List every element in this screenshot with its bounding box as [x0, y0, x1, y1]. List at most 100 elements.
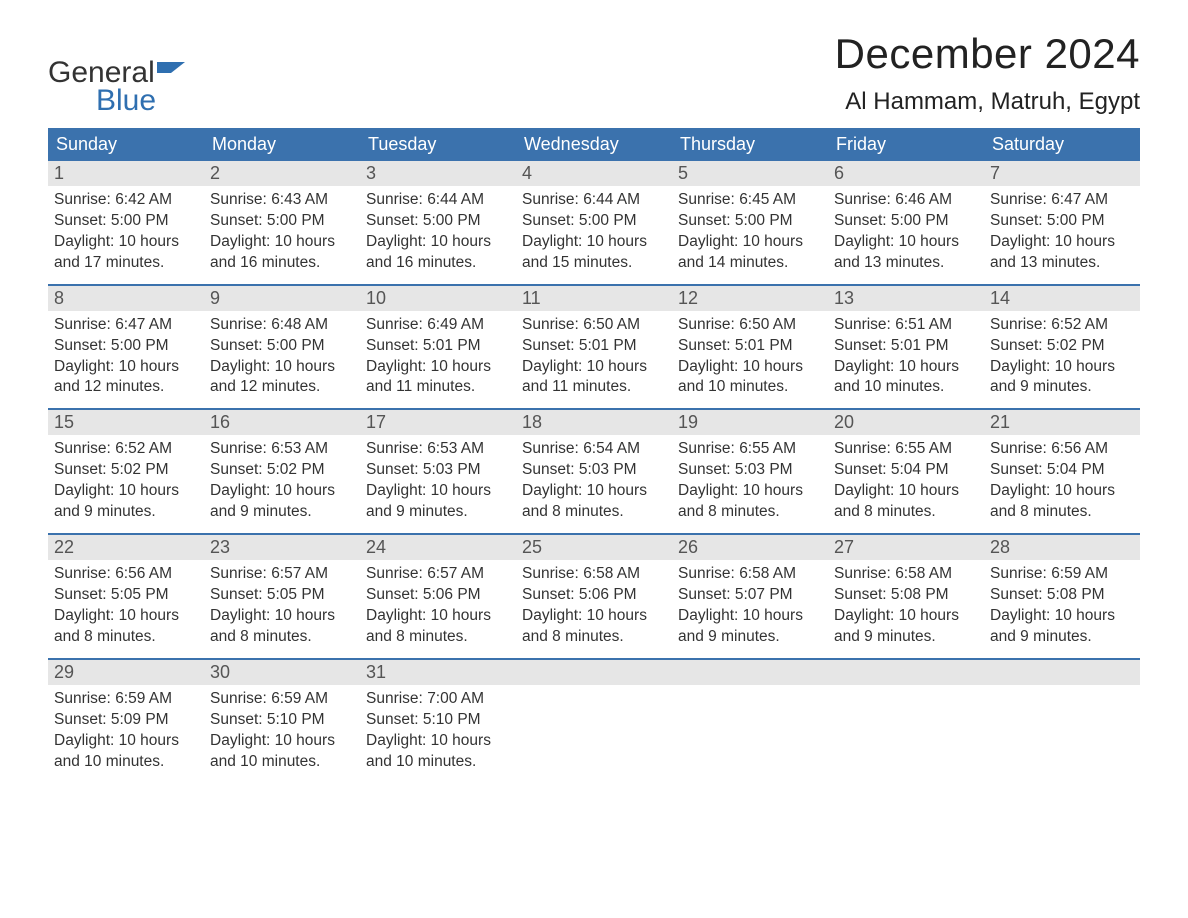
info-value: 5:09 PM — [111, 711, 169, 728]
day-info-line: Daylight: 10 hours and 15 minutes. — [522, 232, 666, 274]
day-info-line: Daylight: 10 hours and 12 minutes. — [54, 357, 198, 399]
day-number: 14 — [990, 288, 1010, 308]
day-info-line: Sunrise: 6:53 AM — [210, 439, 354, 460]
day-info-line: Daylight: 10 hours and 8 minutes. — [54, 606, 198, 648]
day-number-bar: 13 — [828, 286, 984, 311]
day-number: 5 — [678, 163, 688, 183]
info-label: Sunset: — [54, 212, 107, 229]
day-info-line: Sunrise: 6:51 AM — [834, 315, 978, 336]
day-number: 16 — [210, 412, 230, 432]
day-cell: 18Sunrise: 6:54 AMSunset: 5:03 PMDayligh… — [516, 410, 672, 533]
info-label: Sunset: — [678, 337, 731, 354]
info-label: Sunset: — [678, 586, 731, 603]
day-info-line: Sunrise: 6:58 AM — [522, 564, 666, 585]
day-info-line: Daylight: 10 hours and 12 minutes. — [210, 357, 354, 399]
day-number-bar: 30 — [204, 660, 360, 685]
day-info-line: Sunset: 5:09 PM — [54, 710, 198, 731]
day-info-line: Sunset: 5:03 PM — [678, 460, 822, 481]
day-info-line: Daylight: 10 hours and 13 minutes. — [990, 232, 1134, 274]
day-body: Sunrise: 6:57 AMSunset: 5:05 PMDaylight:… — [204, 560, 360, 648]
day-body: Sunrise: 6:58 AMSunset: 5:07 PMDaylight:… — [672, 560, 828, 648]
info-value: 6:59 AM — [1051, 565, 1108, 582]
info-label: Daylight: — [834, 358, 894, 375]
day-info-line: Sunset: 5:05 PM — [54, 585, 198, 606]
day-info-line: Sunset: 5:00 PM — [210, 336, 354, 357]
day-body: Sunrise: 6:44 AMSunset: 5:00 PMDaylight:… — [360, 186, 516, 274]
day-info-line: Sunset: 5:10 PM — [366, 710, 510, 731]
info-label: Sunrise: — [990, 191, 1047, 208]
day-info-line: Sunset: 5:00 PM — [366, 211, 510, 232]
day-info-line: Daylight: 10 hours and 11 minutes. — [366, 357, 510, 399]
info-label: Sunset: — [210, 461, 263, 478]
week-row: 22Sunrise: 6:56 AMSunset: 5:05 PMDayligh… — [48, 533, 1140, 658]
day-number: 11 — [522, 288, 541, 308]
day-cell: 23Sunrise: 6:57 AMSunset: 5:05 PMDayligh… — [204, 535, 360, 658]
day-cell: 21Sunrise: 6:56 AMSunset: 5:04 PMDayligh… — [984, 410, 1140, 533]
day-number-bar: 3 — [360, 161, 516, 186]
day-number: 8 — [54, 288, 64, 308]
day-body: Sunrise: 6:45 AMSunset: 5:00 PMDaylight:… — [672, 186, 828, 274]
day-number: 28 — [990, 537, 1010, 557]
day-body: Sunrise: 6:47 AMSunset: 5:00 PMDaylight:… — [984, 186, 1140, 274]
info-value: 5:01 PM — [735, 337, 793, 354]
day-info-line: Daylight: 10 hours and 9 minutes. — [678, 606, 822, 648]
info-label: Sunset: — [522, 586, 575, 603]
info-label: Daylight: — [366, 233, 426, 250]
weeks-container: 1Sunrise: 6:42 AMSunset: 5:00 PMDaylight… — [48, 161, 1140, 782]
info-label: Sunrise: — [210, 191, 267, 208]
day-info-line: Sunrise: 6:58 AM — [678, 564, 822, 585]
info-label: Daylight: — [210, 233, 270, 250]
empty-day-cell: . — [516, 660, 672, 783]
info-label: Sunrise: — [210, 440, 267, 457]
day-info-line: Sunset: 5:10 PM — [210, 710, 354, 731]
day-info-line: Sunset: 5:01 PM — [366, 336, 510, 357]
info-label: Sunset: — [366, 586, 419, 603]
day-cell: 27Sunrise: 6:58 AMSunset: 5:08 PMDayligh… — [828, 535, 984, 658]
day-body: Sunrise: 6:50 AMSunset: 5:01 PMDaylight:… — [516, 311, 672, 399]
day-number-bar: 10 — [360, 286, 516, 311]
info-label: Sunrise: — [834, 191, 891, 208]
info-label: Sunrise: — [990, 440, 1047, 457]
info-label: Daylight: — [990, 233, 1050, 250]
info-value: 6:43 AM — [271, 191, 328, 208]
title-block: December 2024 Al Hammam, Matruh, Egypt — [835, 30, 1140, 116]
day-number: 24 — [366, 537, 386, 557]
info-value: 6:45 AM — [739, 191, 796, 208]
day-number-bar: 26 — [672, 535, 828, 560]
day-number-bar: 8 — [48, 286, 204, 311]
info-value: 5:02 PM — [267, 461, 325, 478]
info-label: Daylight: — [678, 233, 738, 250]
day-number-bar: 12 — [672, 286, 828, 311]
day-number: 15 — [54, 412, 74, 432]
day-body: Sunrise: 6:59 AMSunset: 5:08 PMDaylight:… — [984, 560, 1140, 648]
info-label: Daylight: — [522, 607, 582, 624]
day-cell: 19Sunrise: 6:55 AMSunset: 5:03 PMDayligh… — [672, 410, 828, 533]
day-body: Sunrise: 6:58 AMSunset: 5:08 PMDaylight:… — [828, 560, 984, 648]
info-label: Daylight: — [210, 482, 270, 499]
day-number-bar: 25 — [516, 535, 672, 560]
day-info-line: Sunrise: 6:44 AM — [366, 190, 510, 211]
day-body: Sunrise: 6:53 AMSunset: 5:02 PM Daylight:… — [204, 435, 360, 523]
day-body: Sunrise: 6:57 AMSunset: 5:06 PMDaylight:… — [360, 560, 516, 648]
day-info-line: Daylight: 10 hours and 8 minutes. — [522, 481, 666, 523]
info-value: 6:56 AM — [1051, 440, 1108, 457]
day-info-line: Sunrise: 6:50 AM — [522, 315, 666, 336]
empty-day-cell: . — [672, 660, 828, 783]
info-value: 5:01 PM — [579, 337, 637, 354]
info-label: Daylight: — [54, 482, 114, 499]
day-info-line: Sunrise: 6:52 AM — [54, 439, 198, 460]
calendar: SundayMondayTuesdayWednesdayThursdayFrid… — [48, 128, 1140, 782]
day-info-line: Sunset: 5:00 PM — [522, 211, 666, 232]
day-info-line: Sunrise: 6:47 AM — [54, 315, 198, 336]
info-label: Daylight: — [210, 732, 270, 749]
info-label: Sunrise: — [54, 440, 111, 457]
day-body: Sunrise: 6:54 AMSunset: 5:03 PMDaylight:… — [516, 435, 672, 523]
day-body: Sunrise: 6:48 AMSunset: 5:00 PMDaylight:… — [204, 311, 360, 399]
info-label: Sunset: — [522, 337, 575, 354]
info-label: Daylight: — [210, 358, 270, 375]
info-value: 6:50 AM — [739, 316, 796, 333]
day-cell: 16 Sunrise: 6:53 AMSunset: 5:02 PM Dayligh… — [204, 410, 360, 533]
day-cell: 22Sunrise: 6:56 AMSunset: 5:05 PMDayligh… — [48, 535, 204, 658]
day-info-line: Sunrise: 6:56 AM — [990, 439, 1134, 460]
header-area: General Blue December 2024 Al Hammam, Ma… — [48, 30, 1140, 116]
